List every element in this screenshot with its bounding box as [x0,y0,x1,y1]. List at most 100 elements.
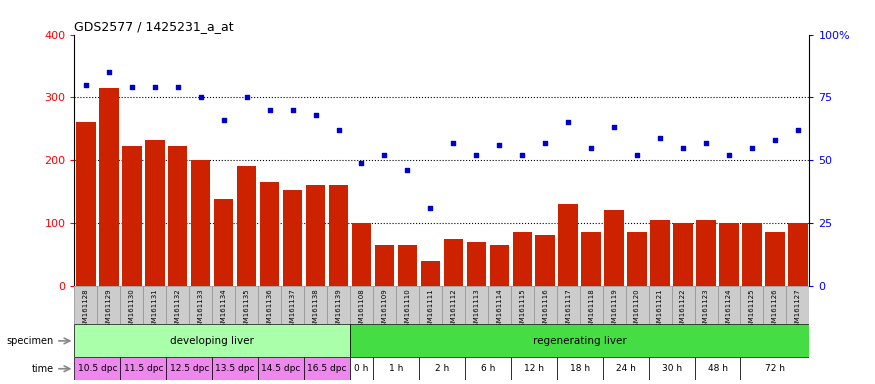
Text: GSM161129: GSM161129 [106,288,112,331]
Text: 16.5 dpc: 16.5 dpc [307,364,347,373]
Text: GSM161131: GSM161131 [151,288,158,331]
Bar [627,232,647,286]
Point [538,139,552,146]
Text: GSM161124: GSM161124 [726,288,732,331]
Text: 12.5 dpc: 12.5 dpc [170,364,209,373]
Text: GSM161118: GSM161118 [588,288,594,331]
Text: GSM161127: GSM161127 [794,288,801,331]
Bar [626,286,648,324]
Bar [489,245,509,286]
Text: GSM161130: GSM161130 [129,288,135,331]
Bar [258,358,304,380]
Bar [74,358,121,380]
Bar [580,286,603,324]
Bar [650,220,670,286]
Point [401,167,415,173]
Text: GDS2577 / 1425231_a_at: GDS2577 / 1425231_a_at [74,20,234,33]
Bar [672,286,695,324]
Bar [235,286,258,324]
Text: GSM161121: GSM161121 [657,288,663,331]
Bar [765,232,785,286]
Text: 0 h: 0 h [354,364,368,373]
Text: GSM161137: GSM161137 [290,288,296,331]
Bar [304,286,327,324]
Text: 6 h: 6 h [480,364,495,373]
Bar [168,146,187,286]
Text: GSM161109: GSM161109 [382,288,388,331]
Text: GSM161125: GSM161125 [749,288,755,331]
Bar [466,242,486,286]
Text: GSM161128: GSM161128 [83,288,89,331]
Point [653,134,667,141]
Point [285,107,299,113]
Text: 24 h: 24 h [616,364,635,373]
Bar [304,358,350,380]
Point [584,144,598,151]
Bar [373,286,396,324]
Bar [191,160,211,286]
Point [171,84,185,90]
Point [309,112,323,118]
Bar [465,358,511,380]
Bar [419,286,442,324]
Bar [350,358,373,380]
Bar [536,235,555,286]
Point [791,127,805,133]
Point [607,124,621,131]
Bar [442,286,465,324]
Bar [305,185,326,286]
Point [332,127,346,133]
Text: GSM161116: GSM161116 [542,288,549,331]
Text: GSM161111: GSM161111 [427,288,433,331]
Bar [696,220,716,286]
Text: 48 h: 48 h [708,364,727,373]
Bar [374,245,395,286]
Bar [556,358,603,380]
Text: GSM161133: GSM161133 [198,288,204,331]
Bar [144,286,166,324]
Text: 72 h: 72 h [765,364,785,373]
Text: GSM161114: GSM161114 [496,288,502,331]
Text: 10.5 dpc: 10.5 dpc [78,364,117,373]
Bar [534,286,556,324]
Point [493,142,507,148]
Text: GSM161123: GSM161123 [703,288,709,331]
Text: GSM161139: GSM161139 [335,288,341,331]
Bar [673,223,693,286]
Point [262,107,276,113]
Bar [214,199,234,286]
Point [424,205,438,211]
Text: GSM161135: GSM161135 [243,288,249,331]
Bar [166,358,213,380]
Bar [260,182,279,286]
Bar [556,286,580,324]
Bar [488,286,511,324]
Bar [787,286,809,324]
Bar [99,88,119,286]
Text: GSM161126: GSM161126 [772,288,778,331]
Text: 13.5 dpc: 13.5 dpc [215,364,255,373]
Point [561,119,575,126]
Bar [511,286,534,324]
Text: regenerating liver: regenerating liver [533,336,626,346]
Bar [695,358,740,380]
Bar [419,358,465,380]
Bar [352,223,371,286]
Point [354,159,368,166]
Point [469,152,483,158]
Text: specimen: specimen [6,336,53,346]
Bar [581,232,601,286]
Bar [763,286,787,324]
Text: developing liver: developing liver [171,336,254,346]
Bar [189,286,213,324]
Bar [283,190,303,286]
Point [699,139,713,146]
Text: GSM161134: GSM161134 [220,288,227,331]
Bar [648,286,672,324]
Bar [213,358,258,380]
Bar [718,286,740,324]
Bar [511,358,556,380]
Text: 1 h: 1 h [388,364,403,373]
Bar [122,146,142,286]
Point [745,144,759,151]
